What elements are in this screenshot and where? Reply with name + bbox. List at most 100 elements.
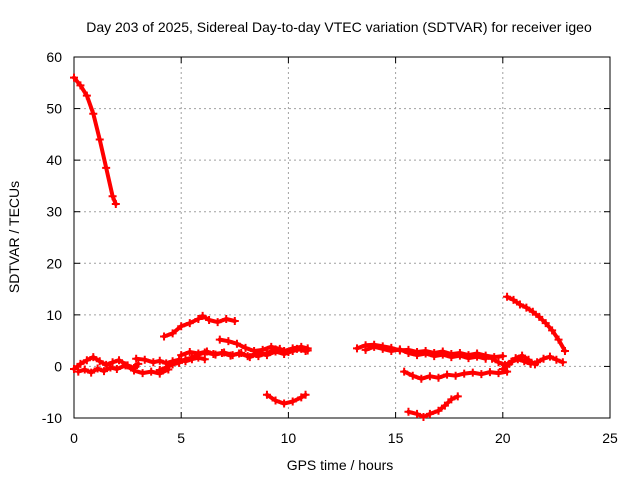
series-arc-9 xyxy=(254,342,312,361)
gridlines xyxy=(74,57,610,418)
data-point xyxy=(378,344,387,353)
data-point xyxy=(370,342,379,351)
data-point xyxy=(505,359,514,368)
data-point xyxy=(82,356,91,365)
data-point xyxy=(443,370,452,379)
data-point xyxy=(138,369,147,378)
chart-title: Day 203 of 2025, Sidereal Day-to-day VTE… xyxy=(86,19,592,35)
data-point xyxy=(130,366,139,375)
data-series xyxy=(70,73,569,421)
data-point xyxy=(395,345,404,354)
data-point xyxy=(112,365,121,374)
data-point xyxy=(194,314,203,323)
series-arc-14 xyxy=(404,392,462,421)
data-point xyxy=(111,199,120,208)
data-point xyxy=(421,349,430,358)
data-point xyxy=(404,349,413,358)
data-point xyxy=(237,349,246,358)
data-point xyxy=(160,332,169,341)
series-arc-13 xyxy=(400,367,512,383)
data-point xyxy=(162,363,171,372)
data-point xyxy=(503,367,512,376)
data-point xyxy=(488,354,497,363)
data-point xyxy=(155,356,164,365)
data-point xyxy=(554,335,563,344)
data-point xyxy=(134,359,143,368)
data-point xyxy=(220,348,229,357)
data-point xyxy=(460,369,469,378)
data-point xyxy=(511,354,520,363)
data-point xyxy=(301,390,310,399)
data-point xyxy=(408,371,417,380)
data-point xyxy=(250,346,259,355)
data-point xyxy=(224,337,233,346)
data-point xyxy=(155,366,164,375)
data-point xyxy=(297,342,306,351)
axis-ticks xyxy=(73,56,611,419)
data-point xyxy=(149,358,158,367)
data-point xyxy=(528,307,537,316)
data-point xyxy=(241,343,250,352)
data-point xyxy=(425,372,434,381)
x-tick-label: 10 xyxy=(281,430,297,446)
y-tick-label: 40 xyxy=(46,152,62,168)
data-point xyxy=(168,329,177,338)
data-point xyxy=(464,354,473,363)
data-point xyxy=(545,352,554,361)
data-point xyxy=(70,73,78,82)
x-tick-label: 25 xyxy=(602,430,618,446)
y-tick-label: 60 xyxy=(46,49,62,65)
data-point xyxy=(187,353,196,362)
data-point xyxy=(518,351,527,360)
x-axis-label: GPS time / hours xyxy=(287,457,394,473)
data-point xyxy=(447,395,456,404)
series-line xyxy=(72,75,118,206)
y-axis-label: SDTVAR / TECUs xyxy=(6,181,22,293)
data-point xyxy=(280,399,289,408)
plot-frame xyxy=(73,56,611,419)
data-point xyxy=(485,368,494,377)
data-point xyxy=(503,292,512,301)
data-point xyxy=(76,359,85,368)
data-point xyxy=(177,322,186,331)
data-point xyxy=(271,396,280,405)
series-arc-10 xyxy=(262,390,310,408)
data-point xyxy=(245,353,254,362)
data-point xyxy=(288,344,297,353)
data-point xyxy=(102,360,111,369)
data-point xyxy=(453,392,462,401)
data-point xyxy=(434,406,443,415)
data-point xyxy=(297,393,306,402)
y-tick-label: -10 xyxy=(42,410,62,426)
data-point xyxy=(425,409,434,418)
data-point xyxy=(447,353,456,362)
data-point xyxy=(530,360,539,369)
data-point xyxy=(400,367,409,376)
y-tick-label: 10 xyxy=(46,307,62,323)
data-point xyxy=(121,361,130,370)
data-point xyxy=(515,300,524,309)
x-tick-label: 5 xyxy=(177,430,185,446)
data-point xyxy=(215,335,224,344)
data-point xyxy=(541,319,550,328)
y-tick-label: 30 xyxy=(46,204,62,220)
data-point xyxy=(361,345,370,354)
data-point xyxy=(200,355,209,364)
data-point xyxy=(387,346,396,355)
data-point xyxy=(213,318,222,327)
data-point xyxy=(413,409,422,418)
data-point xyxy=(108,192,117,201)
data-point xyxy=(494,358,503,367)
data-point xyxy=(185,319,194,328)
data-point xyxy=(535,312,544,321)
data-point xyxy=(87,368,96,377)
data-point xyxy=(80,365,89,374)
data-point xyxy=(232,339,241,348)
data-point xyxy=(524,355,533,364)
data-point xyxy=(202,347,211,356)
data-point xyxy=(185,347,194,356)
data-point xyxy=(262,390,271,399)
x-tick-label: 20 xyxy=(495,430,511,446)
data-point xyxy=(89,353,98,362)
data-point xyxy=(230,317,239,326)
